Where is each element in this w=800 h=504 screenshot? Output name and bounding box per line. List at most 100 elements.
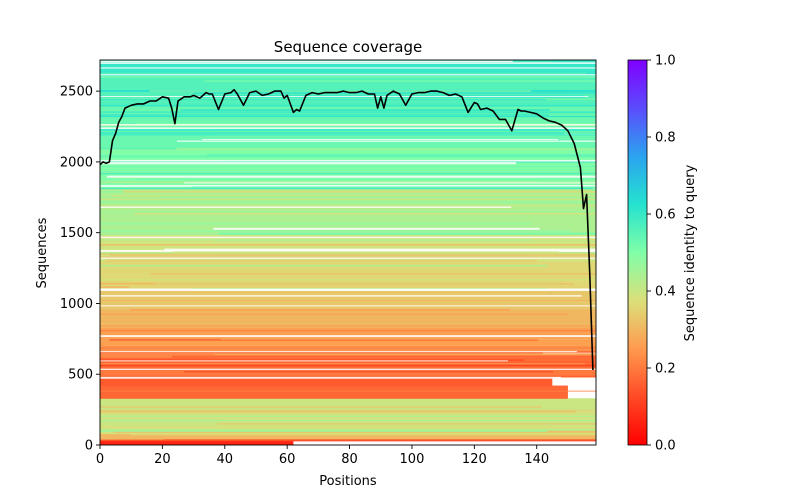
identity-stripe — [100, 103, 596, 105]
identity-stripe — [100, 205, 596, 207]
identity-stripe — [100, 361, 596, 363]
identity-stripe — [213, 227, 540, 230]
identity-stripe — [184, 371, 554, 373]
identity-stripe — [100, 257, 596, 259]
identity-stripe — [100, 161, 596, 163]
identity-stripe — [154, 282, 560, 284]
identity-stripe — [100, 439, 596, 442]
identity-stripe — [100, 264, 548, 267]
identity-stripe — [100, 363, 586, 365]
identity-stripe — [155, 80, 534, 83]
identity-stripe — [100, 412, 596, 414]
identity-stripe — [100, 173, 596, 175]
identity-band — [100, 439, 294, 445]
identity-stripe — [100, 300, 596, 302]
identity-stripe — [100, 376, 562, 379]
identity-stripe — [100, 121, 596, 123]
identity-stripe — [100, 430, 548, 432]
identity-stripe — [100, 131, 564, 134]
identity-stripe — [100, 390, 596, 392]
x-axis-label: Positions — [319, 474, 377, 489]
identity-stripe — [100, 368, 596, 370]
identity-stripe — [100, 60, 513, 63]
identity-stripe — [100, 429, 596, 431]
identity-stripe — [172, 355, 596, 358]
identity-stripe — [100, 326, 596, 328]
identity-stripe — [100, 410, 576, 413]
identity-stripe — [137, 122, 596, 125]
identity-stripe — [100, 114, 550, 116]
plot-area — [100, 60, 596, 445]
identity-stripe — [213, 240, 596, 242]
identity-stripe — [100, 359, 524, 361]
identity-stripe — [214, 353, 596, 356]
identity-stripe — [100, 129, 596, 131]
identity-stripe — [100, 305, 596, 307]
identity-stripe — [134, 212, 596, 215]
y-tick-label: 1500 — [60, 226, 93, 241]
identity-stripe — [100, 201, 596, 203]
x-tick-label: 80 — [341, 452, 358, 467]
identity-band — [100, 385, 568, 399]
x-tick-label: 20 — [154, 452, 171, 467]
chart-title: Sequence coverage — [274, 38, 422, 56]
identity-stripe — [100, 313, 569, 315]
identity-stripe — [100, 278, 596, 281]
colorbar-tick-label: 0.0 — [655, 439, 676, 454]
plot-frame — [99, 59, 597, 446]
identity-stripe — [100, 295, 582, 297]
identity-stripe — [100, 406, 542, 408]
identity-stripe — [218, 232, 596, 235]
identity-stripe — [204, 80, 596, 82]
identity-stripe — [100, 274, 586, 276]
identity-stripe — [129, 434, 596, 436]
identity-band — [100, 433, 596, 440]
colorbar-tick-label: 0.8 — [655, 131, 676, 146]
identity-stripe — [100, 134, 596, 136]
identity-stripe — [123, 190, 596, 193]
identity-stripe — [101, 187, 593, 190]
identity-stripe — [100, 329, 596, 332]
identity-stripe — [100, 124, 596, 126]
identity-stripe — [217, 423, 596, 425]
identity-band — [100, 368, 596, 378]
identity-stripe — [192, 287, 547, 289]
identity-stripe — [100, 197, 596, 199]
identity-stripe — [100, 127, 596, 129]
identity-stripe — [100, 207, 518, 210]
x-tick-label: 140 — [524, 452, 549, 467]
identity-stripe — [100, 211, 596, 213]
identity-stripe — [100, 72, 587, 75]
colorbar-label: Sequence identity to query — [683, 164, 698, 341]
x-tick-label: 120 — [462, 452, 487, 467]
identity-stripe — [100, 202, 516, 205]
x-tick-label: 0 — [96, 452, 104, 467]
identity-stripe — [191, 186, 596, 188]
identity-stripe — [172, 251, 560, 254]
identity-stripe — [100, 171, 596, 173]
identity-stripe — [207, 154, 596, 156]
identity-stripe — [100, 62, 596, 64]
identity-stripe — [100, 181, 596, 184]
colorbar-tick-label: 0.4 — [655, 285, 676, 300]
identity-stripe — [100, 222, 532, 225]
identity-stripe — [100, 155, 596, 158]
identity-stripe — [105, 259, 538, 262]
identity-stripe — [100, 105, 596, 107]
identity-stripe — [176, 147, 596, 150]
identity-stripe — [150, 89, 562, 91]
y-axis: 0 500 1000 1500 2000 2500 — [60, 85, 100, 454]
identity-stripe — [100, 115, 596, 118]
identity-stripe — [150, 273, 596, 275]
colorbar — [627, 59, 648, 446]
identity-stripe — [100, 335, 596, 338]
identity-stripe — [100, 349, 596, 351]
y-tick-label: 2000 — [60, 155, 93, 170]
identity-stripe — [109, 338, 539, 341]
x-tick-label: 60 — [279, 452, 296, 467]
identity-stripe — [100, 364, 596, 367]
identity-stripe — [100, 288, 596, 291]
identity-stripe — [100, 230, 571, 232]
identity-stripe — [100, 244, 596, 246]
